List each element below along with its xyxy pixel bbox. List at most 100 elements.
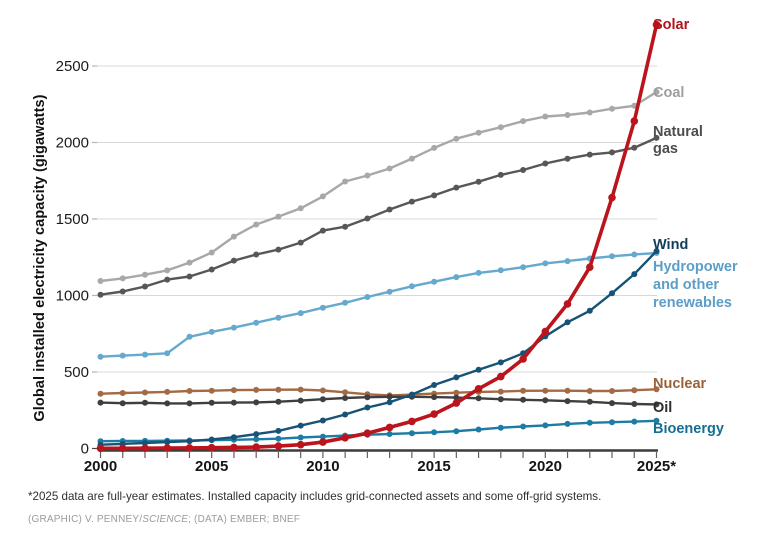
data-point-oil-2020 [542,397,549,404]
data-point-wind-2014 [408,391,415,398]
data-point-solar-2002 [141,444,149,453]
data-point-bioenergy-2007 [253,436,260,443]
data-point-solar-2023 [608,193,616,202]
data-point-nuclear-2008 [275,386,282,393]
data-point-coal-2023 [609,105,615,112]
y-tick-label-2000: 2000 [56,135,89,152]
data-point-solar-2011 [341,434,349,442]
data-point-wind-2008 [275,427,282,434]
data-point-oil-2008 [275,398,282,405]
data-point-wind-2018 [497,359,504,366]
data-point-natural_gas-2009 [297,239,304,246]
series-label-natural_gas: Natural gas [653,124,703,157]
x-tick-label-2005: 2005 [195,458,228,475]
data-point-nuclear-2018 [497,388,504,395]
data-point-natural_gas-2011 [342,223,349,230]
data-point-solar-2012 [363,429,372,438]
y-axis-title: Global installed electricity capacity (g… [32,94,48,422]
data-point-hydro-2004 [186,333,193,340]
data-point-solar-2018 [497,372,505,381]
data-point-oil-2024 [631,401,638,407]
data-point-nuclear-2002 [142,389,148,396]
data-point-hydro-2020 [542,260,549,267]
data-point-hydro-2010 [319,304,326,311]
data-point-oil-2004 [186,400,193,407]
data-point-coal-2019 [520,118,527,125]
data-point-natural_gas-2019 [520,167,527,173]
data-point-hydro-2002 [142,351,148,358]
credit-suffix: ; (DATA) EMBER; BNEF [188,514,301,525]
credit-line: (GRAPHIC) V. PENNEY/SCIENCE; (DATA) EMBE… [28,514,300,525]
data-point-wind-2004 [186,438,193,445]
data-point-solar-2004 [185,444,194,452]
data-point-solar-2016 [452,399,461,407]
data-point-hydro-2016 [453,274,460,281]
y-tick-label-2500: 2500 [56,58,89,75]
x-tick-label-2020: 2020 [529,458,562,475]
y-tick-label-0: 0 [81,441,89,458]
data-point-natural_gas-2012 [364,215,371,222]
data-point-solar-2013 [385,423,394,432]
data-point-coal-2014 [408,155,415,162]
data-point-wind-2021 [564,319,571,326]
data-point-wind-2025 [653,248,660,255]
data-point-solar-2019 [519,355,527,363]
series-line-oil [100,395,657,406]
data-point-wind-2015 [431,382,438,388]
data-point-wind-2010 [319,417,326,424]
data-point-nuclear-2022 [586,388,593,394]
y-tick-label-1500: 1500 [56,211,89,228]
data-point-bioenergy-2016 [453,428,460,435]
data-point-nuclear-2000 [97,390,104,397]
data-point-hydro-2021 [564,258,571,265]
series-label-bioenergy: Bioenergy [653,421,724,437]
data-point-nuclear-2019 [520,387,527,394]
data-point-natural_gas-2001 [119,288,126,295]
data-point-coal-2025 [653,89,660,95]
data-point-natural_gas-2003 [164,276,171,283]
data-point-hydro-2015 [431,278,438,285]
data-point-hydro-2024 [631,251,638,258]
data-point-hydro-2009 [297,310,304,317]
series-label-solar: Solar [653,17,690,33]
data-point-natural_gas-2014 [408,198,415,205]
data-point-wind-2013 [386,399,393,406]
data-point-wind-2022 [586,307,593,314]
data-point-nuclear-2004 [186,388,193,394]
series-hydro [97,250,660,360]
data-point-hydro-2011 [342,299,349,306]
data-point-nuclear-2016 [453,389,460,396]
data-point-coal-2015 [431,144,438,151]
data-point-coal-2004 [186,259,193,266]
data-point-solar-2022 [586,263,594,272]
data-point-hydro-2003 [164,350,171,357]
data-point-oil-2011 [342,395,349,401]
data-point-natural_gas-2015 [431,192,438,199]
data-point-oil-2018 [497,396,504,403]
data-point-nuclear-2023 [609,388,615,394]
data-point-nuclear-2010 [319,387,326,394]
data-point-solar-2009 [296,440,305,449]
data-point-natural_gas-2005 [208,266,215,273]
data-point-solar-2008 [274,442,283,450]
data-point-solar-2017 [474,385,483,393]
series-natural_gas [97,134,660,298]
data-point-natural_gas-2000 [97,291,104,298]
data-point-oil-2025 [653,401,660,408]
data-point-oil-2021 [564,398,571,405]
data-point-wind-2007 [253,431,260,438]
data-point-oil-2015 [431,394,438,401]
data-point-nuclear-2007 [253,386,260,393]
data-point-hydro-2012 [364,294,371,300]
data-point-nuclear-2025 [653,386,660,393]
series-solar [96,20,661,453]
data-point-oil-2001 [119,400,126,407]
data-point-coal-2010 [319,193,326,200]
data-point-solar-2010 [319,438,327,446]
data-point-natural_gas-2017 [475,178,482,185]
data-point-bioenergy-2008 [275,435,282,442]
data-point-hydro-2006 [230,324,237,331]
series-label-nuclear: Nuclear [653,376,707,392]
data-point-natural_gas-2006 [230,257,237,264]
data-point-oil-2002 [142,399,148,406]
